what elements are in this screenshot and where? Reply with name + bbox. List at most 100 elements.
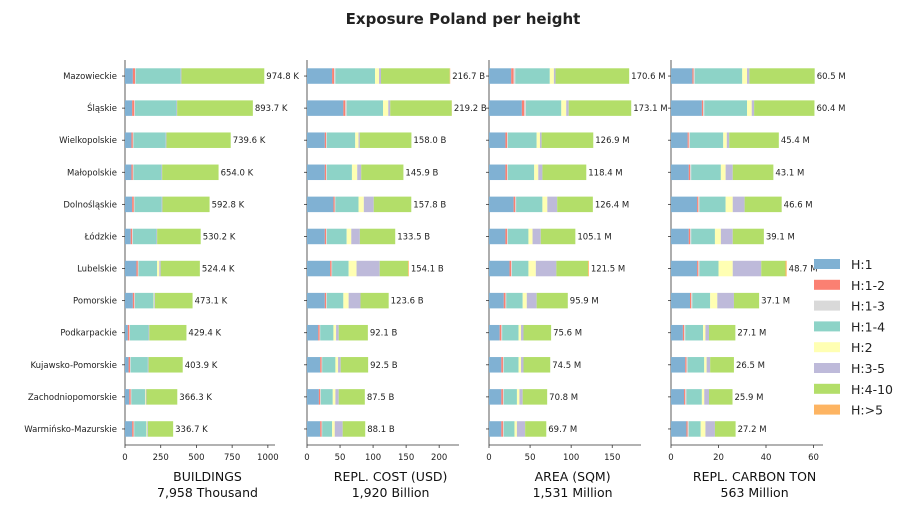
bar-segment [489, 260, 510, 277]
bar-segment [502, 324, 519, 341]
bar-segment [125, 357, 129, 373]
bar-segment [502, 421, 504, 437]
bar-segment [555, 68, 630, 84]
bar-segment [516, 389, 520, 405]
bar-segment [132, 228, 157, 245]
bar-segment [692, 68, 694, 84]
bar-segment [319, 324, 321, 341]
bar-segment [338, 324, 368, 341]
chart-title: Exposure Poland per height [346, 10, 581, 28]
bar-segment [723, 132, 727, 148]
x-tick-label: 150 [398, 453, 414, 463]
bar-segment [132, 68, 135, 84]
bar-segment [507, 228, 529, 245]
bar-segment [356, 260, 380, 277]
bar-segment [162, 164, 219, 181]
value-label: 27.1 M [737, 329, 766, 339]
bar-segment [161, 196, 163, 213]
bar-segment [692, 292, 711, 309]
bar-segment [535, 260, 557, 277]
bar-segment [686, 389, 702, 405]
x-axis-total: 563 Million [721, 485, 789, 500]
bar-segment [687, 421, 689, 437]
bar-segment [542, 196, 548, 213]
x-axis-total: 1,531 Million [533, 485, 613, 500]
bar-segment [326, 228, 347, 245]
bar-segment [489, 100, 522, 116]
legend-label: H:4-10 [851, 382, 893, 397]
bar-segment [348, 260, 357, 277]
bar-segment [332, 260, 349, 277]
category-label: Podkarpackie [60, 329, 117, 339]
x-tick-label: 150 [604, 453, 620, 463]
bar-segment [705, 324, 709, 341]
value-label: 154.1 B [411, 265, 444, 275]
bar-segment [749, 68, 815, 84]
value-label: 87.5 B [367, 393, 395, 403]
bar-segment [688, 228, 690, 245]
bar-segment [335, 68, 376, 84]
bar-segment [671, 132, 688, 148]
bar-segment [525, 421, 547, 437]
bar-segment [671, 357, 686, 373]
panel-1: Mazowieckie 974.8 K Śląskie 893.7 K Wielkopo… [24, 60, 299, 500]
bar-segment [388, 100, 391, 116]
bar-segment [351, 228, 360, 245]
bar-segment [320, 389, 333, 405]
bar-segment [125, 292, 133, 309]
x-tick-label: 1000 [257, 453, 279, 463]
bar-segment [701, 389, 705, 405]
bar-segment [125, 260, 137, 277]
bar-segment [160, 260, 200, 277]
value-label: 43.1 M [775, 168, 804, 178]
bar-segment [131, 132, 133, 148]
bar-segment [505, 164, 508, 181]
value-label: 123.6 B [391, 297, 424, 307]
legend-label: H:2 [851, 340, 873, 355]
bar-segment [513, 196, 516, 213]
category-label: Mazowieckie [63, 72, 117, 82]
bar-segment [505, 292, 507, 309]
bar-segment [588, 260, 589, 277]
bar-segment [326, 132, 356, 148]
bar-segment [357, 164, 362, 181]
category-label: Dolnośląskie [63, 199, 117, 210]
bar-segment [307, 196, 334, 213]
bar-segment [542, 164, 587, 181]
x-tick-label: 50 [335, 453, 346, 463]
value-label: 473.1 K [195, 297, 228, 307]
bar-segment [307, 164, 325, 181]
bar-segment [547, 196, 558, 213]
bar-segment [687, 357, 705, 373]
value-label: 74.5 M [552, 361, 581, 371]
bar-segment [355, 132, 359, 148]
value-label: 893.7 K [255, 104, 288, 114]
bar-segment [324, 132, 327, 148]
bar-segment [346, 100, 383, 116]
panel-3: 170.6 M 173.1 M 126.9 M 118.4 M 126.4 M 105.1… [486, 60, 668, 500]
bar-segment [132, 132, 134, 148]
bar-segment [704, 100, 747, 116]
x-tick-label: 0 [668, 453, 673, 463]
bar-segment [332, 68, 335, 84]
legend-label: H:3-5 [851, 361, 885, 376]
bar-segment [698, 196, 700, 213]
value-label: 133.5 B [397, 232, 430, 242]
bar-segment [154, 292, 155, 309]
bar-segment [165, 132, 167, 148]
value-label: 75.6 M [553, 329, 582, 339]
bar-segment [307, 132, 325, 148]
bar-segment [747, 68, 750, 84]
bar-segment [375, 68, 380, 84]
value-label: 60.4 M [816, 104, 845, 114]
bar-segment [135, 292, 154, 309]
bar-segment [541, 132, 594, 148]
bar-segment [700, 421, 706, 437]
value-label: 88.1 B [367, 425, 395, 435]
bar-segment [691, 292, 693, 309]
x-axis-total: 7,958 Thousand [157, 485, 258, 500]
bar-segment [125, 324, 128, 341]
bar-segment [686, 357, 688, 373]
bar-segment [125, 228, 131, 245]
bar-segment [326, 292, 327, 309]
